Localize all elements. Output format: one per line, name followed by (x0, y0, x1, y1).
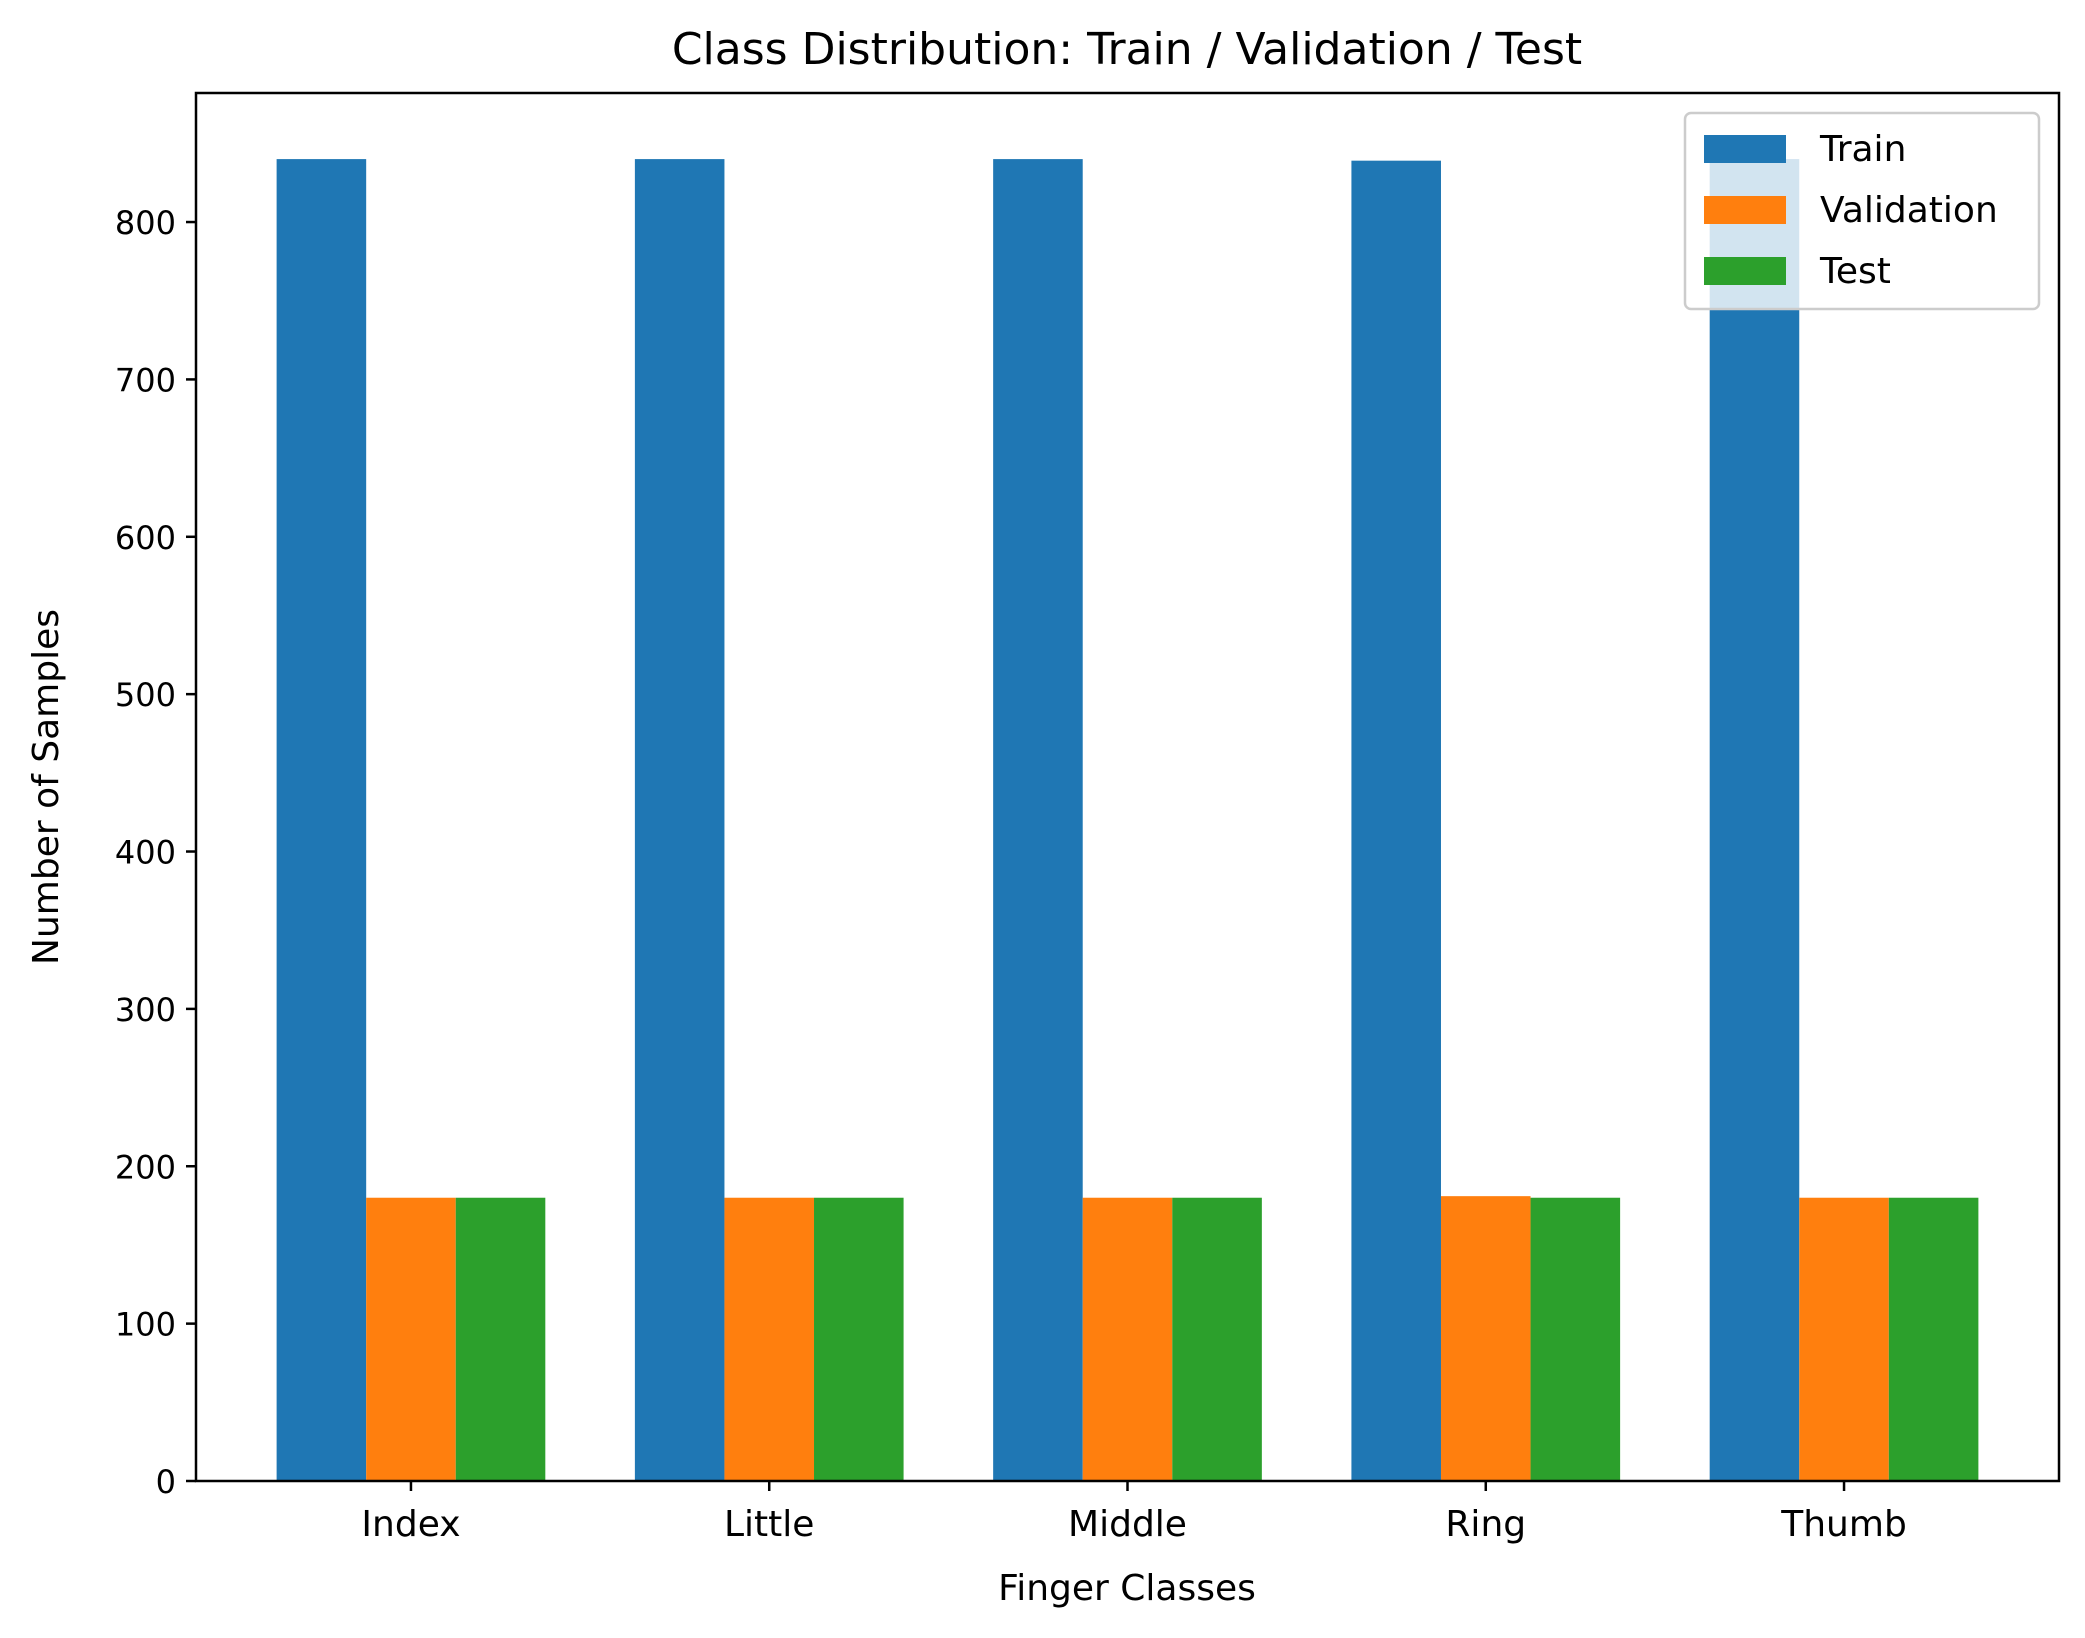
legend-entries: Train Validation Test (1704, 129, 1998, 292)
chart-title: Class Distribution: Train / Validation /… (672, 24, 1582, 75)
bar-validation-index (366, 1197, 456, 1481)
y-tick-label-400: 400 (115, 834, 176, 872)
legend-label-test: Test (1819, 251, 1891, 292)
y-tick-label-0: 0 (156, 1463, 176, 1501)
bar-validation-thumb (1799, 1197, 1889, 1481)
legend-swatch-test (1704, 257, 1786, 285)
y-tick-label-200: 200 (115, 1148, 176, 1186)
y-tick-label-500: 500 (115, 676, 176, 714)
legend-label-train: Train (1819, 129, 1906, 170)
bar-train-little (634, 159, 725, 1482)
legend-swatch-validation (1704, 196, 1786, 224)
bar-test-little (814, 1197, 904, 1481)
x-tick-label-index: Index (361, 1504, 460, 1545)
bar-validation-middle (1082, 1197, 1173, 1481)
bar-train-index (276, 159, 367, 1482)
y-tick-label-800: 800 (115, 204, 176, 242)
x-axis-label: Finger Classes (998, 1568, 1256, 1609)
bar-test-index (455, 1197, 546, 1481)
bar-train-thumb (1709, 159, 1800, 1482)
y-tick-label-700: 700 (115, 361, 176, 399)
x-tick-label-thumb: Thumb (1780, 1504, 1907, 1545)
y-tick-label-300: 300 (115, 991, 176, 1029)
bar-validation-ring (1440, 1196, 1531, 1481)
bars-layer (276, 159, 1979, 1482)
plot-area-frame (194, 91, 2061, 1483)
y-axis-label: Number of Samples (26, 609, 67, 965)
bar-test-thumb (1888, 1197, 1979, 1481)
x-tick-label-middle: Middle (1068, 1504, 1187, 1545)
legend-swatch-train (1704, 135, 1786, 163)
bar-test-ring (1530, 1197, 1621, 1481)
x-tick-label-little: Little (724, 1504, 814, 1545)
x-tick-label-ring: Ring (1445, 1504, 1526, 1545)
y-tick-label-600: 600 (115, 519, 176, 557)
bar-train-middle (993, 159, 1083, 1482)
bar-validation-little (724, 1197, 815, 1481)
bar-test-middle (1172, 1197, 1262, 1481)
legend-label-validation: Validation (1820, 190, 1998, 231)
legend: Train Validation Test (1683, 111, 2041, 311)
x-axis-ticks: Index Little Middle Ring Thumb (361, 1481, 1907, 1545)
bar-train-ring (1351, 160, 1441, 1481)
y-tick-label-100: 100 (115, 1306, 176, 1344)
y-axis-ticks: 0 100 200 300 400 500 600 700 800 (115, 204, 196, 1501)
